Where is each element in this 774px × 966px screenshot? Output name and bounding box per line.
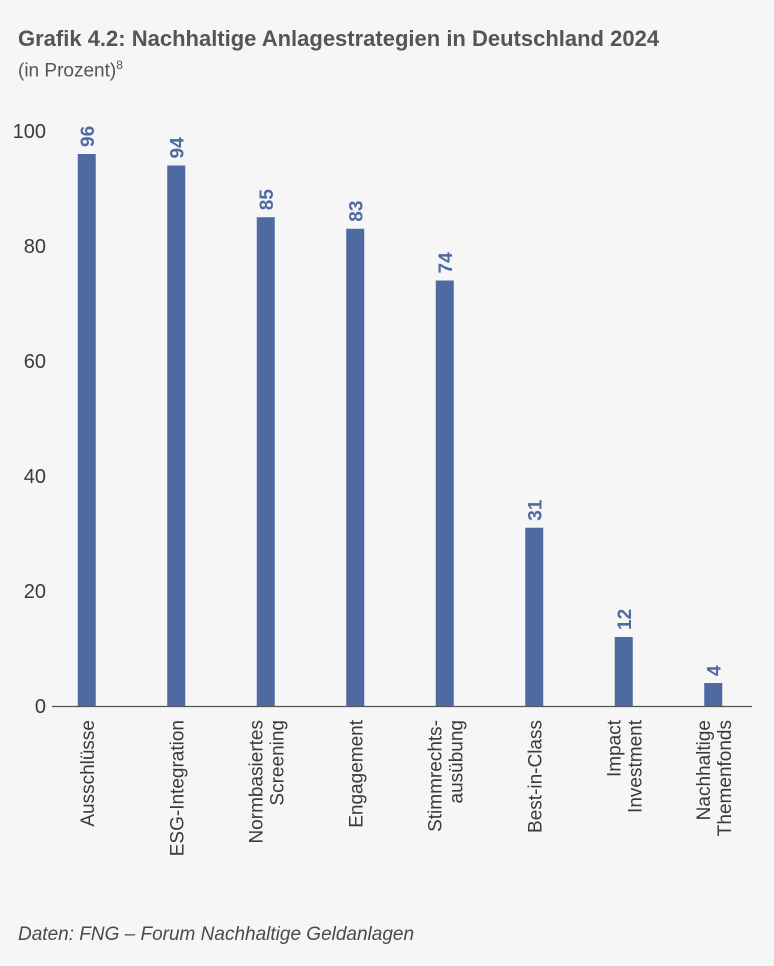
x-tick-label-line: Themenfonds <box>715 720 736 836</box>
bar <box>435 280 454 706</box>
x-tick-label-line: Nachhaltige <box>694 720 715 820</box>
bar <box>77 154 96 706</box>
data-label: 74 <box>436 252 457 274</box>
y-tick-label: 60 <box>24 351 46 373</box>
y-tick-label: 80 <box>24 236 46 258</box>
x-tick-label-line: Engagement <box>346 719 367 827</box>
bar <box>525 527 544 706</box>
source-note: Daten: FNG – Forum Nachhaltige Geldanlag… <box>18 924 415 945</box>
bar <box>614 637 633 706</box>
x-tick-label: NachhaltigeThemenfonds <box>694 720 736 836</box>
footnote-marker: 8 <box>116 58 123 72</box>
x-tick-label-line: Ausschlüsse <box>78 720 99 827</box>
y-tick-label: 40 <box>24 466 46 488</box>
data-label: 94 <box>167 137 188 159</box>
data-label: 85 <box>257 189 278 211</box>
chart-subtitle: (in Prozent)8 <box>18 58 123 82</box>
y-tick-label: 100 <box>13 121 46 143</box>
subtitle-text: (in Prozent) <box>18 60 117 82</box>
chart-title: Grafik 4.2: Nachhaltige Anlagestrategien… <box>18 26 660 51</box>
data-label: 96 <box>78 126 99 147</box>
x-tick-label: Engagement <box>346 719 367 827</box>
x-tick-label: Best-in-Class <box>525 720 546 833</box>
data-label: 31 <box>525 499 546 521</box>
x-tick-label: Stimmrechts-ausübung <box>425 720 467 832</box>
data-label: 83 <box>346 201 367 222</box>
x-tick-label-line: ausübung <box>446 720 467 803</box>
x-tick-label: Ausschlüsse <box>78 720 99 827</box>
bar <box>256 217 275 706</box>
x-tick-label-line: Normbasiertes <box>246 720 267 844</box>
x-tick-label-line: Best-in-Class <box>525 720 546 833</box>
y-tick-label: 0 <box>35 696 46 718</box>
x-tick-label-line: Investment <box>625 719 646 813</box>
x-tick-label: NormbasiertesScreening <box>246 720 288 844</box>
x-tick-label: ImpactInvestment <box>604 719 646 813</box>
bar <box>167 165 186 706</box>
x-tick-label-line: Stimmrechts- <box>425 720 446 832</box>
bar <box>704 683 723 706</box>
x-tick-label-line: ESG-Integration <box>167 720 188 856</box>
x-tick-label: ESG-Integration <box>167 720 188 856</box>
x-tick-label-line: Screening <box>267 720 288 806</box>
bar <box>346 228 365 706</box>
y-tick-label: 20 <box>24 581 46 603</box>
data-label: 12 <box>615 609 636 630</box>
bar-chart: 0 20 40 60 80 100 96 Ausschlüsse 94 ESG-Integrati… <box>13 121 752 856</box>
x-tick-label-line: Impact <box>604 719 625 777</box>
data-label: 4 <box>704 665 725 676</box>
